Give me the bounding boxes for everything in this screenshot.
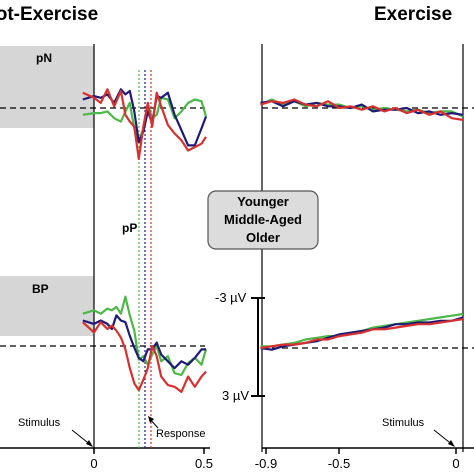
stimulus-arrowhead-right (448, 440, 455, 447)
waveform-right-bottom-older (260, 318, 464, 350)
response-label: Response (156, 428, 206, 440)
scale-bar-top-label: -3 µV (215, 290, 247, 305)
left-x-tick-label: 0 (90, 456, 97, 471)
left-x-ticks: 0 0.5 (90, 448, 213, 471)
baseline-shade-bottom (0, 276, 94, 336)
legend: Younger Middle-Aged Older (207, 190, 319, 250)
waveform-left-bottom-older (82, 321, 207, 393)
stimulus-label-left: Stimulus (18, 417, 61, 429)
legend-middle-aged: Middle-Aged (224, 212, 302, 227)
waveform-left-bottom-younger (82, 295, 208, 376)
right-x-ticks: -0.9 -0.5 0 (255, 448, 460, 471)
bp-label: BP (32, 282, 49, 296)
right-x-tick-label: 0 (452, 456, 459, 471)
legend-box (207, 190, 319, 250)
left-panel-title: Not-Exercise (0, 4, 98, 25)
right-x-tick-label: -0.9 (255, 456, 277, 471)
legend-older: Older (246, 230, 280, 245)
legend-younger: Younger (237, 194, 289, 209)
waveforms (82, 88, 464, 393)
stimulus-arrowhead-left (86, 440, 93, 447)
pn-label: pN (36, 51, 52, 65)
waveform-right-top-middle-aged (260, 100, 464, 116)
stimulus-label-right: Stimulus (382, 417, 425, 429)
waveform-left-top-older (82, 88, 207, 161)
voltage-scale-bar: -3 µV 3 µV (215, 290, 265, 403)
scale-bar-bottom-label: 3 µV (222, 388, 249, 403)
pp-label: pP (122, 221, 137, 235)
right-x-tick-label: -0.5 (328, 456, 350, 471)
response-arrowhead (148, 416, 154, 423)
axes: 0 0.5 -0.9 -0.5 0 (0, 44, 474, 471)
left-x-tick-label: 0.5 (195, 456, 213, 471)
right-panel-title: Exercise (374, 4, 452, 25)
baseline-shade-top (0, 46, 94, 128)
waveform-right-top-older (260, 98, 464, 121)
